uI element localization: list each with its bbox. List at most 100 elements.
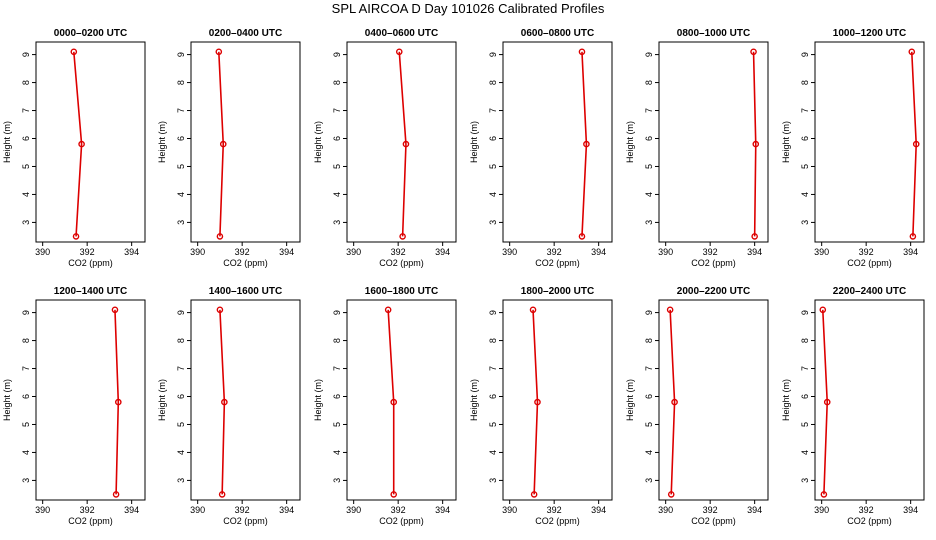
panel-5: 1000–1200 UTC 390 392 394 3 4 5 6 7 8 9 CO2 (ppm) He… xyxy=(781,28,925,268)
panel-title: 0800–1000 UTC xyxy=(677,28,750,39)
y-tick-label: 6 xyxy=(800,136,810,141)
data-point xyxy=(216,233,224,240)
y-tick-label: 4 xyxy=(176,192,186,197)
y-tick-label: 8 xyxy=(176,338,186,343)
x-tick-label: 390 xyxy=(346,247,361,257)
plot-frame xyxy=(814,41,925,243)
profile-line xyxy=(398,51,407,237)
x-tick-label: 392 xyxy=(80,247,95,257)
x-tick-label: 394 xyxy=(124,247,139,257)
y-tick-label: 7 xyxy=(488,366,498,371)
y-tick-label: 4 xyxy=(21,192,31,197)
panel-title: 0000–0200 UTC xyxy=(54,28,127,39)
y-tick-label: 3 xyxy=(800,220,810,225)
data-point xyxy=(219,140,227,148)
y-tick-label: 9 xyxy=(488,310,498,315)
data-point xyxy=(823,398,831,406)
x-axis-label: CO2 (ppm) xyxy=(379,516,424,526)
data-point xyxy=(395,48,403,56)
y-tick-label: 5 xyxy=(644,422,654,427)
x-tick-label: 390 xyxy=(658,247,673,257)
profile-line xyxy=(532,309,539,495)
x-tick-label: 392 xyxy=(80,505,95,515)
x-tick-label: 390 xyxy=(502,247,517,257)
x-axis-label: CO2 (ppm) xyxy=(847,516,892,526)
data-point xyxy=(534,398,541,406)
y-tick-label: 5 xyxy=(644,164,654,169)
y-tick-label: 6 xyxy=(644,394,654,399)
data-point xyxy=(578,48,586,56)
y-tick-label: 4 xyxy=(800,192,810,197)
y-tick-label: 6 xyxy=(21,136,31,141)
data-point xyxy=(384,306,392,314)
x-tick-label: 390 xyxy=(814,505,829,515)
y-tick-label: 9 xyxy=(644,310,654,315)
profile-line xyxy=(581,51,588,237)
x-tick-label: 394 xyxy=(279,247,294,257)
y-tick-label: 4 xyxy=(800,450,810,455)
x-tick-label: 392 xyxy=(391,505,406,515)
panel-title: 1400–1600 UTC xyxy=(209,286,282,297)
panel-title: 1200–1400 UTC xyxy=(54,286,127,297)
profile-line xyxy=(218,51,225,237)
x-tick-label: 394 xyxy=(903,505,918,515)
y-tick-label: 6 xyxy=(332,136,342,141)
x-tick-label: 390 xyxy=(190,247,205,257)
panel-title: 0400–0600 UTC xyxy=(365,28,438,39)
data-point xyxy=(78,140,85,148)
y-tick-label: 3 xyxy=(21,478,31,483)
x-tick-label: 392 xyxy=(703,505,718,515)
x-axis-label: CO2 (ppm) xyxy=(68,258,113,268)
data-point xyxy=(530,491,538,498)
y-tick-label: 7 xyxy=(800,366,810,371)
x-tick-label: 394 xyxy=(747,247,762,257)
data-point xyxy=(583,140,590,148)
y-tick-label: 7 xyxy=(176,366,186,371)
x-tick-label: 390 xyxy=(502,505,517,515)
x-tick-label: 392 xyxy=(703,247,718,257)
y-tick-label: 6 xyxy=(176,136,186,141)
profile-line xyxy=(219,309,226,495)
data-point xyxy=(399,233,406,240)
y-tick-label: 3 xyxy=(176,220,186,225)
y-tick-label: 4 xyxy=(176,450,186,455)
profile-line xyxy=(752,51,757,237)
x-axis-label: CO2 (ppm) xyxy=(535,516,580,526)
y-axis-label: Height (m) xyxy=(157,121,167,163)
data-point xyxy=(912,140,920,148)
x-axis-label: CO2 (ppm) xyxy=(223,258,268,268)
y-tick-label: 9 xyxy=(800,52,810,57)
y-axis-label: Height (m) xyxy=(469,121,479,163)
y-tick-label: 7 xyxy=(176,108,186,113)
plot-frame xyxy=(658,41,769,243)
profile-line xyxy=(669,309,676,495)
y-tick-label: 5 xyxy=(332,164,342,169)
panel-10: 2000–2200 UTC 390 392 394 3 4 5 6 7 8 9 CO2 (ppm) He… xyxy=(625,286,769,526)
y-tick-label: 9 xyxy=(21,52,31,57)
y-tick-label: 3 xyxy=(488,478,498,483)
y-tick-label: 5 xyxy=(488,422,498,427)
data-point xyxy=(115,398,122,406)
y-axis-label: Height (m) xyxy=(781,379,791,421)
profile-line xyxy=(73,51,83,237)
panel-4: 0800–1000 UTC 390 392 394 3 4 5 6 7 8 9 CO2 (ppm) He… xyxy=(625,28,769,268)
y-tick-label: 8 xyxy=(644,80,654,85)
plot-frame xyxy=(35,299,146,501)
x-tick-label: 392 xyxy=(859,505,874,515)
y-tick-label: 9 xyxy=(800,310,810,315)
y-tick-label: 5 xyxy=(332,422,342,427)
y-tick-label: 9 xyxy=(176,52,186,57)
panel-title: 2200–2400 UTC xyxy=(833,286,906,297)
data-point xyxy=(215,48,223,56)
y-axis-label: Height (m) xyxy=(313,121,323,163)
y-tick-label: 5 xyxy=(21,164,31,169)
data-point xyxy=(820,491,828,498)
panel-title: 2000–2200 UTC xyxy=(677,286,750,297)
panel-9: 1800–2000 UTC 390 392 394 3 4 5 6 7 8 9 CO2 (ppm) He… xyxy=(469,286,613,526)
y-tick-label: 8 xyxy=(176,80,186,85)
x-tick-label: 392 xyxy=(391,247,406,257)
x-tick-label: 390 xyxy=(35,247,50,257)
y-axis-label: Height (m) xyxy=(157,379,167,421)
